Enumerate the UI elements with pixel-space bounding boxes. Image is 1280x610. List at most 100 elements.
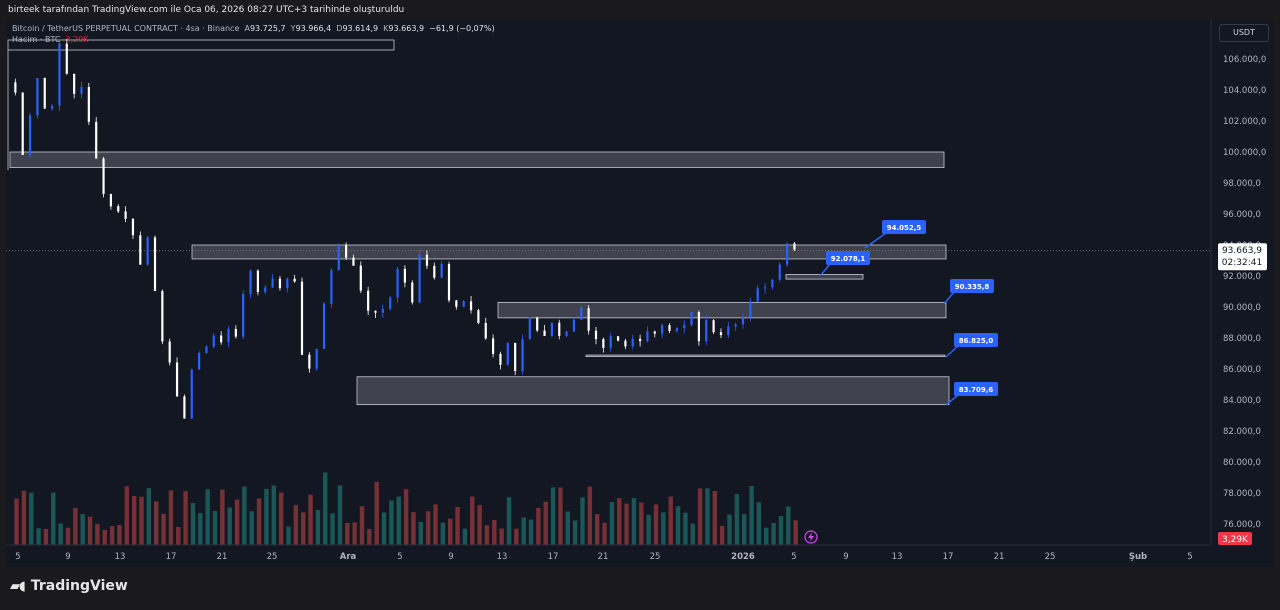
volume-bar [764,527,769,545]
candle-body [631,338,634,347]
candle-body [565,331,568,336]
candle-body [14,82,17,93]
candle-body [580,308,583,320]
range-box [7,39,395,51]
time-tick-label: 25 [650,552,661,562]
candle-body [786,243,789,265]
legend-volume-value: 3,29K [65,35,89,44]
candle-body [131,218,135,236]
callout-box [950,279,994,293]
volume-series [14,472,798,545]
volume-bar [411,512,416,545]
volume-bar [139,496,144,545]
volume-bar [602,522,607,545]
volume-bar [161,513,166,545]
volume-bar [455,507,460,545]
candle-body [705,320,708,342]
currency-button[interactable]: USDT [1219,24,1269,42]
price-chart[interactable]: 94.052,5 92.078,1 90.335,8 86.825,0 83.709,6… [0,0,1280,567]
axis-badges: 93.663,9 02:32:41 3,29K [1218,243,1267,545]
legend-volume: Hacim · BTC 3,29K [12,35,495,44]
time-tick-label: 9 [448,552,453,562]
volume-bar [293,505,299,545]
candle-body [675,328,678,331]
price-zone [191,244,947,260]
chart-panel[interactable] [6,20,1274,567]
callout-level-label: 94.052,5 [887,224,922,232]
time-tick-label: 5 [1187,552,1192,562]
candle-body [28,115,32,155]
volume-bar [565,511,571,545]
volume-bar [778,516,784,545]
time-tick-label: 9 [65,552,70,562]
tradingview-mark-icon: ▰◖ [10,578,26,594]
level-callouts: 94.052,5 92.078,1 90.335,8 86.825,0 83.709,6 [819,220,998,406]
legend-volume-label: Hacim · BTC [12,35,61,44]
volume-bar [80,513,85,545]
legend-change: −61,9 (−0,07%) [429,24,495,33]
volume-bar [631,498,637,545]
callout-pointer [864,232,887,249]
volume-bar [220,489,225,545]
volume-bar [286,526,291,545]
callout-level-label: 83.709,6 [959,386,994,394]
candle-body [425,254,429,266]
volume-bar [87,516,93,545]
candle-body [278,278,282,289]
volume-bar [102,529,107,545]
candle-body [506,342,509,365]
candle-body [411,282,414,303]
candle-body [528,317,531,340]
price-zone [585,354,946,357]
price-tick-label: 102.000,0 [1223,117,1266,127]
volume-bar [595,514,600,545]
legend-symbol: Bitcoin / TetherUS PERPETUAL CONTRACT · … [12,24,240,33]
legend-high: 93.966,4 [295,24,332,33]
volume-bar [609,502,615,545]
volume-bar [470,496,475,545]
countdown-label: 02:32:41 [1222,258,1262,268]
callout-box [954,382,998,396]
time-tick-label: 5 [791,552,796,562]
candle-body [212,335,215,347]
candle-body [330,270,333,304]
volume-bar [21,490,27,545]
candle-body [256,270,259,292]
time-tick-label: 13 [892,552,903,562]
volume-bar [536,507,541,545]
chart-legend: Bitcoin / TetherUS PERPETUAL CONTRACT · … [12,24,495,44]
volume-bar [558,487,563,545]
callout-level-label: 92.078,1 [831,255,866,263]
volume-bar [675,506,681,545]
price-tick-label: 92.000,0 [1223,272,1261,282]
candle-body [36,78,39,116]
volume-bar [359,506,365,545]
candle-body [95,121,98,159]
time-tick-label: 25 [1045,552,1056,562]
candle-body [242,294,245,337]
candle-body [727,326,730,336]
volume-bar [492,519,497,545]
volume-bar [646,514,651,545]
candle-body [264,287,267,292]
chart-header-note: birteek tarafından TradingView.com ile O… [0,0,1280,20]
volume-bar [617,498,622,545]
price-zone [9,151,945,168]
candle-body [418,254,421,303]
candle-body [175,362,179,397]
volume-bar [337,485,343,545]
alert-icon[interactable] [804,530,818,544]
candle-body [374,310,377,313]
volume-bar [418,521,424,545]
volume-bar [176,526,181,545]
volume-bar [29,492,34,545]
callout-pointer [819,263,831,277]
tradingview-logo[interactable]: ▰◖ TradingView [10,578,128,594]
time-tick-label: 13 [497,552,508,562]
candle-body [484,322,487,339]
time-tick-label: 21 [217,552,228,562]
price-tick-label: 90.000,0 [1223,303,1261,313]
candle-body [198,353,201,370]
volume-bar [514,528,519,545]
candle-body [300,281,304,355]
